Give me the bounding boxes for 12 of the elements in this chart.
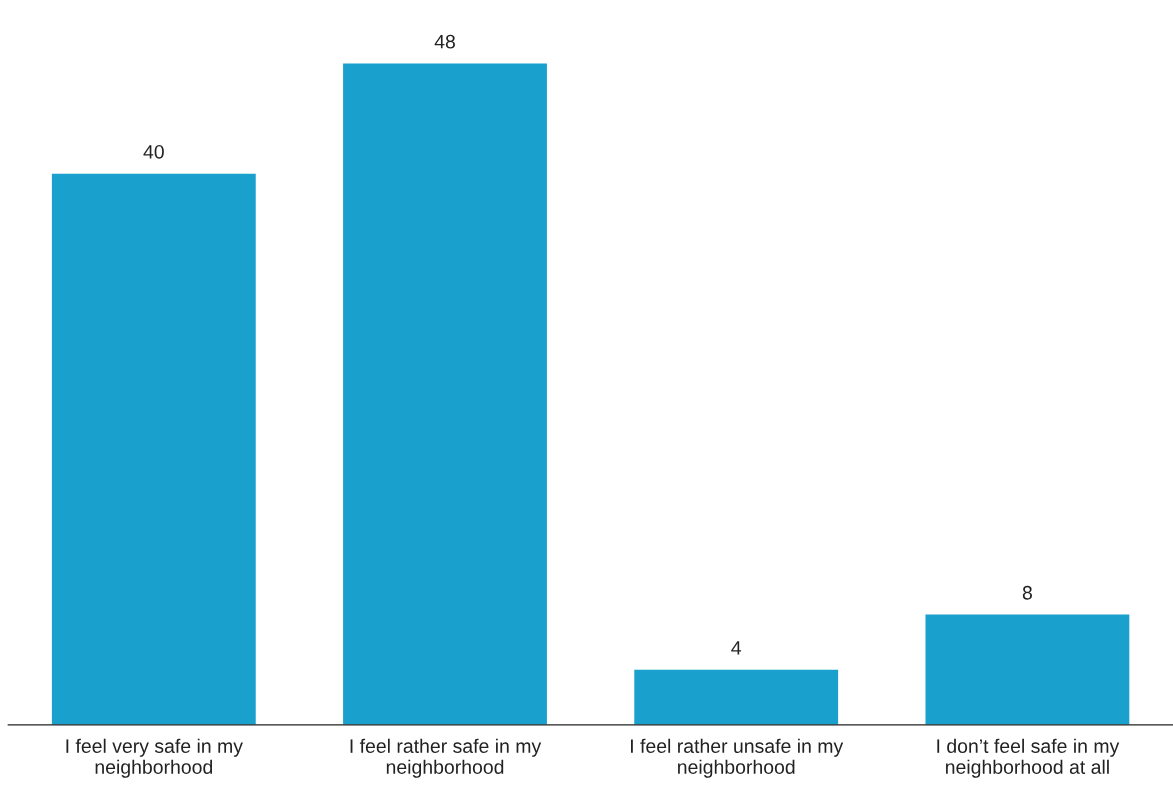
bar	[634, 669, 839, 725]
data-label: 4	[731, 641, 742, 655]
bar	[925, 614, 1130, 725]
bar	[51, 173, 256, 725]
x-tick-label: I don’t feel safe in my neighborhood at all	[937, 738, 1120, 778]
data-label: 48	[434, 34, 455, 49]
x-tick-label: I feel rather safe in my neighborhood	[350, 738, 542, 778]
data-label: 8	[1022, 585, 1032, 600]
data-label: 40	[143, 144, 164, 159]
bar	[343, 63, 547, 725]
x-tick-label: I feel rather unsafe in my neighborhood	[631, 738, 844, 778]
x-tick-label: I feel very safe in my neighborhood	[66, 738, 243, 778]
